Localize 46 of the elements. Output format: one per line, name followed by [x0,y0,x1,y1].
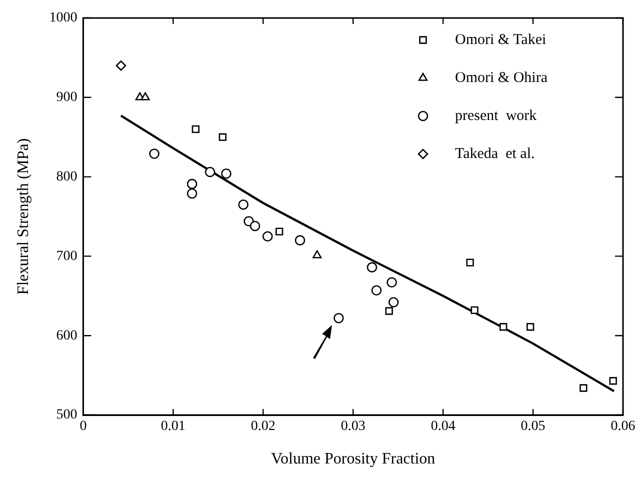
x-tick-label: 0.06 [610,419,636,434]
point [238,199,248,210]
point [186,188,198,199]
point [470,306,478,314]
y-tick-label: 800 [56,169,78,184]
point [385,307,393,315]
y-axis-title: Flexural Strength (MPa) [14,138,32,295]
point [116,60,126,71]
point [580,384,588,392]
x-axis-title: Volume Porosity Fraction [271,450,436,468]
point [149,148,160,159]
legend-label: present work [455,108,538,124]
point [221,168,232,179]
point [466,258,474,266]
x-tick-label: 0.05 [520,419,546,434]
legend-label: Omori & Ohira [455,70,548,86]
x-tick-label: 0.02 [250,419,276,434]
point [204,166,216,178]
point [500,323,508,331]
y-tick-label: 1000 [49,10,78,26]
point [371,285,382,296]
point [250,220,260,232]
point [218,133,226,141]
y-tick-label: 900 [56,90,78,106]
point [334,312,344,324]
point [140,92,150,100]
y-tick-label: 700 [56,248,78,264]
point [186,178,198,190]
point [366,262,378,272]
legend-label: Takeda et al. [455,146,535,162]
point [192,125,200,133]
point [294,235,306,246]
y-tick-label: 500 [56,408,78,423]
legend-label: Omori & Takei [455,32,546,48]
point [609,377,617,385]
point [275,228,284,236]
point [312,250,322,258]
point [386,277,397,288]
x-tick-label: 0.04 [430,419,456,434]
x-tick-label: 0.01 [160,419,186,434]
point [262,231,273,242]
x-tick-label: 0.03 [340,419,366,434]
point [526,323,534,331]
y-tick-label: 600 [56,328,78,344]
point [388,297,399,308]
x-tick-label: 0 [80,419,87,434]
